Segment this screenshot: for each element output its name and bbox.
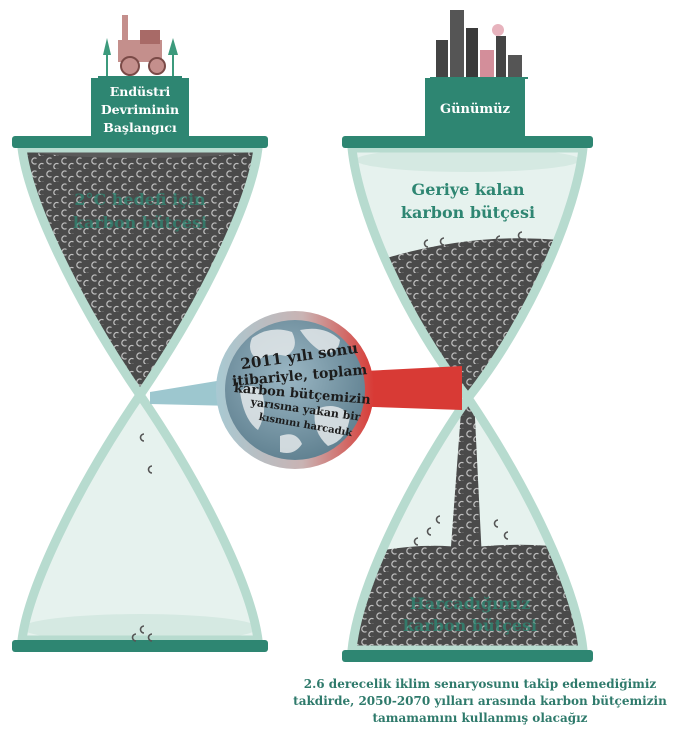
left-connector-bar (150, 378, 235, 406)
left-budget-label-2: karbon bütçesi (73, 213, 207, 232)
falling-carbon-particles (131, 433, 153, 642)
globe-continents (240, 328, 350, 453)
sign-line-3: Başlangıcı (103, 120, 177, 135)
remaining-budget-label-1: Geriye kalan (412, 180, 525, 199)
city-skyline-icon (430, 10, 528, 79)
right-bottom-cap (342, 650, 593, 662)
carbon-stream (450, 398, 482, 560)
sign-board (425, 78, 525, 138)
left-budget-label-1: 2°C hedefi için (74, 190, 206, 209)
sign-label: Günümüz (440, 102, 510, 117)
right-hourglass: Günümüz Geriye kalan karbon bütç (342, 10, 593, 662)
factory-icon (98, 15, 182, 78)
right-top-cap (342, 136, 593, 148)
left-hourglass: Endüstri Devriminin Başlangıcı 2°C hedef… (12, 15, 268, 652)
left-top-cap (12, 136, 268, 148)
sign-board (91, 78, 189, 142)
right-connector-bar (345, 366, 462, 410)
spent-budget-label-1: Harcadığımız (410, 594, 531, 613)
spent-budget-label-2: karbon bütçesi (403, 616, 537, 635)
left-bottom-cap (12, 640, 268, 652)
caption-line-2: takdirde, 2050-2070 yılları arasında kar… (293, 694, 667, 708)
globe: 2011 yılı sonu itibariyle, toplam karbon… (216, 311, 374, 469)
caption-line-1: 2.6 derecelik iklim senaryosunu takip ed… (303, 677, 657, 691)
right-spent-carbon (352, 544, 583, 650)
sign-line-2: Devriminin (101, 102, 179, 117)
falling-carbon-particles (413, 231, 523, 546)
remaining-budget-label-2: karbon bütçesi (401, 203, 535, 222)
sign-line-1: Endüstri (110, 84, 171, 99)
caption: 2.6 derecelik iklim senaryosunu takip ed… (290, 676, 670, 727)
caption-line-3: tamamamını kullanmış olacağız (372, 711, 588, 725)
